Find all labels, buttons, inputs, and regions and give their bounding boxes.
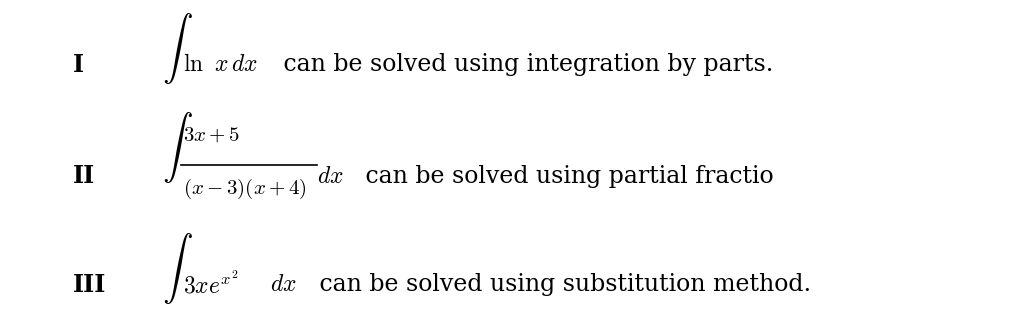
Text: $\int$: $\int$ (162, 110, 194, 185)
Text: $\int$: $\int$ (162, 11, 194, 86)
Text: III: III (72, 273, 107, 297)
Text: $dx$: $dx$ (231, 53, 258, 76)
Text: I: I (72, 53, 84, 77)
Text: can be solved using integration by parts.: can be solved using integration by parts… (275, 53, 773, 76)
Text: $3x+5$: $3x+5$ (183, 125, 240, 144)
Text: $dx$: $dx$ (317, 165, 344, 188)
Text: $x$: $x$ (214, 53, 228, 76)
Text: $(x-3)(x+4)$: $(x-3)(x+4)$ (183, 177, 306, 201)
Text: can be solved using substitution method.: can be solved using substitution method. (312, 273, 810, 296)
Text: can be solved using partial fractio: can be solved using partial fractio (358, 165, 773, 188)
Text: II: II (72, 164, 95, 188)
Text: $3xe^{x^2}$: $3xe^{x^2}$ (183, 271, 239, 299)
Text: $dx$: $dx$ (270, 273, 297, 296)
Text: $\ln$: $\ln$ (183, 53, 204, 76)
Text: $\int$: $\int$ (162, 231, 194, 306)
